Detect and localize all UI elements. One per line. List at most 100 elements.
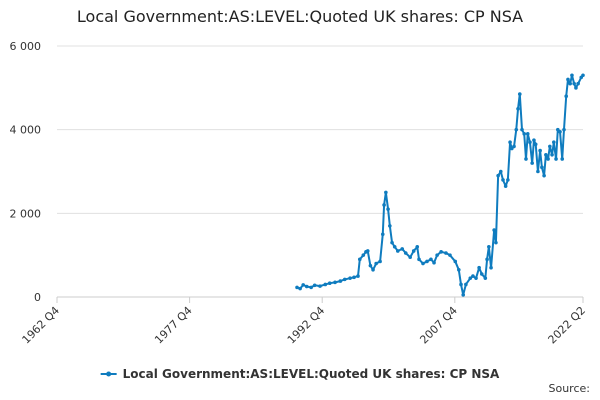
data-point xyxy=(357,257,362,262)
data-point xyxy=(361,253,366,257)
data-point xyxy=(432,260,436,265)
data-point xyxy=(517,92,522,96)
data-point xyxy=(417,257,421,262)
data-point xyxy=(532,138,536,142)
data-point xyxy=(536,169,540,174)
chart-title: Local Government:AS:LEVEL:Quoted UK shar… xyxy=(77,7,523,26)
data-point xyxy=(333,280,337,285)
data-point xyxy=(408,255,412,260)
data-point xyxy=(295,285,299,290)
data-point xyxy=(560,157,565,161)
data-point xyxy=(552,140,556,145)
data-point xyxy=(380,232,385,237)
data-point xyxy=(496,173,500,178)
data-point xyxy=(576,81,580,86)
data-point xyxy=(524,157,528,161)
data-point xyxy=(392,245,397,249)
data-point xyxy=(342,277,347,282)
legend-label: Local Government:AS:LEVEL:Quoted UK shar… xyxy=(123,367,500,381)
data-point xyxy=(386,207,390,211)
data-point xyxy=(572,81,576,86)
data-point xyxy=(522,132,527,136)
legend: Local Government:AS:LEVEL:Quoted UK shar… xyxy=(100,367,500,381)
data-point xyxy=(444,251,448,255)
data-point xyxy=(461,293,466,297)
data-point xyxy=(459,282,463,287)
data-point xyxy=(323,282,328,287)
data-point xyxy=(512,144,516,149)
x-tick-label: 2022 Q2 xyxy=(546,304,589,347)
data-point xyxy=(464,282,468,287)
data-point xyxy=(371,268,375,272)
data-point xyxy=(483,276,488,280)
data-point xyxy=(388,224,392,228)
data-point xyxy=(492,228,496,232)
data-point xyxy=(498,169,503,174)
data-point xyxy=(309,285,313,290)
data-point xyxy=(568,81,572,86)
data-point xyxy=(516,106,520,111)
data-point xyxy=(564,94,569,98)
data-point xyxy=(374,261,378,266)
data-point xyxy=(530,161,534,165)
data-point xyxy=(538,148,542,153)
data-point xyxy=(485,257,489,262)
data-point xyxy=(384,190,388,195)
data-point xyxy=(554,157,558,161)
x-tick-label: 1977 Q4 xyxy=(152,304,195,347)
data-point xyxy=(403,251,408,255)
data-point xyxy=(558,129,562,134)
data-point xyxy=(570,73,574,78)
data-point xyxy=(352,275,356,280)
data-point xyxy=(429,257,433,262)
data-point xyxy=(421,261,425,266)
data-point xyxy=(520,127,524,132)
x-tick-label: 1962 Q4 xyxy=(20,304,63,347)
data-point xyxy=(356,274,360,278)
data-point xyxy=(411,249,416,253)
data-point xyxy=(540,165,544,170)
data-point xyxy=(338,279,343,283)
data-point xyxy=(415,245,420,249)
data-point xyxy=(348,276,352,280)
data-point xyxy=(506,178,510,182)
data-point xyxy=(474,276,478,280)
data-point xyxy=(382,203,386,207)
y-tick-label: 6 000 xyxy=(10,40,42,53)
data-point xyxy=(378,259,382,264)
data-point xyxy=(542,173,546,178)
data-point xyxy=(439,250,443,254)
data-point xyxy=(503,184,508,188)
data-point xyxy=(546,157,550,161)
data-point xyxy=(453,259,458,264)
data-point xyxy=(304,284,309,289)
data-point xyxy=(489,265,493,270)
y-tick-label: 2 000 xyxy=(10,207,42,220)
data-point xyxy=(479,272,484,276)
data-point xyxy=(574,86,578,90)
data-point xyxy=(435,253,439,257)
series-line xyxy=(296,74,584,296)
y-tick-label: 0 xyxy=(34,291,41,304)
data-point xyxy=(471,274,475,278)
data-point xyxy=(501,178,505,182)
data-point xyxy=(318,284,322,288)
data-point xyxy=(487,245,491,249)
data-point xyxy=(298,286,302,291)
data-point xyxy=(525,132,530,136)
data-point xyxy=(528,140,532,145)
data-point xyxy=(425,259,429,264)
data-point xyxy=(514,127,519,132)
data-point xyxy=(400,247,405,251)
source-label: Source: xyxy=(549,382,591,395)
data-point xyxy=(581,73,585,78)
data-point xyxy=(566,77,570,82)
data-point xyxy=(494,240,498,245)
data-point xyxy=(365,249,370,253)
data-point xyxy=(390,240,394,245)
data-point xyxy=(301,283,306,287)
legend-marker xyxy=(106,371,112,377)
data-point xyxy=(456,268,461,272)
